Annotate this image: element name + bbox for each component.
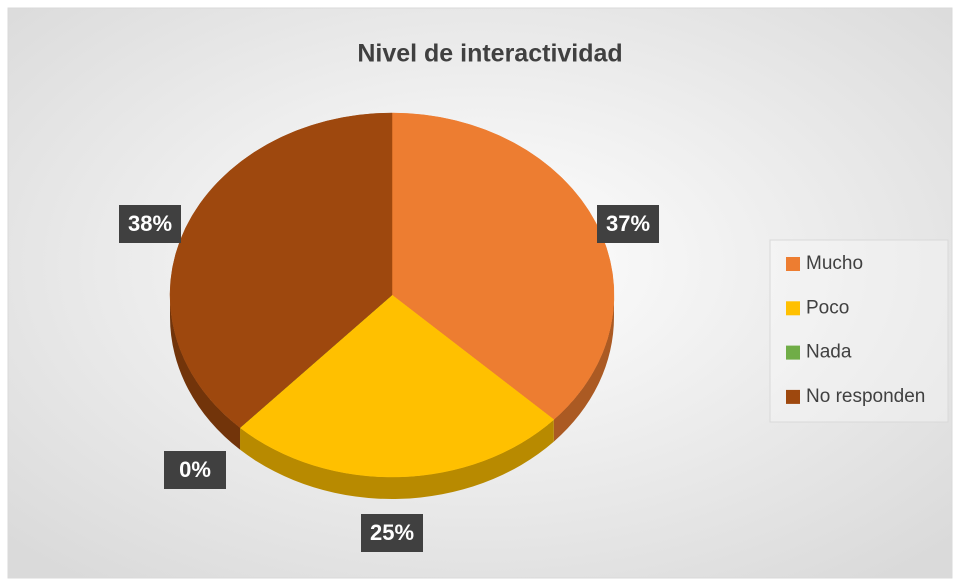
data-label-box <box>164 451 226 489</box>
pie-side <box>170 295 241 450</box>
pie-slice <box>239 294 555 478</box>
data-label-box <box>361 514 423 552</box>
chart-title: Nivel de interactividad <box>357 40 622 68</box>
legend-label: Nada <box>806 342 852 363</box>
legend-label: Mucho <box>806 253 863 274</box>
pie-slice <box>391 112 615 420</box>
data-label: 0% <box>179 457 211 482</box>
data-label: 25% <box>370 520 414 545</box>
pie-side <box>553 295 614 442</box>
data-label: 37% <box>606 211 650 236</box>
data-label-box <box>597 205 659 243</box>
data-label: 38% <box>128 211 172 236</box>
legend-swatch <box>786 301 800 316</box>
data-label-box <box>119 205 181 243</box>
pie-side <box>240 419 554 500</box>
legend-label: Poco <box>806 297 849 318</box>
legend-swatch <box>786 389 800 404</box>
legend-swatch <box>786 257 800 271</box>
legend-label: No responden <box>806 386 925 407</box>
legend-swatch <box>786 345 800 360</box>
pie-slice <box>169 112 393 428</box>
